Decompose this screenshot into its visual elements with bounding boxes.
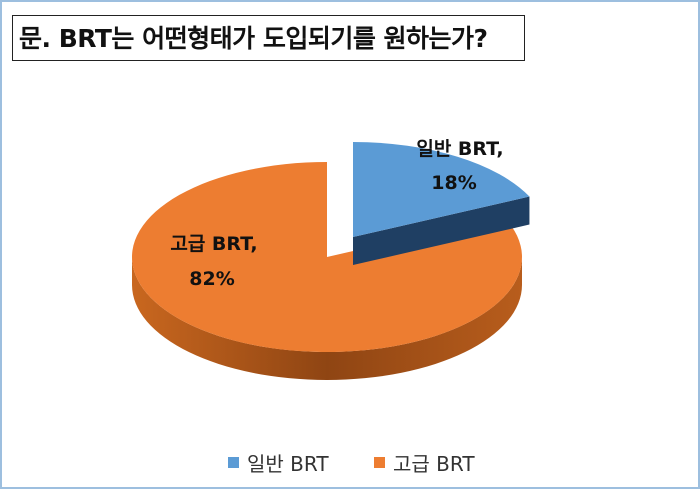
legend-swatch-1 <box>374 457 385 468</box>
data-label-name-1: 고급 BRT, <box>170 233 257 255</box>
chart-title: 문. BRT는 어떤형태가 도입되기를 원하는가? <box>12 15 525 61</box>
data-label-value-1: 82% <box>189 268 234 290</box>
pie-slice-1 <box>132 162 523 352</box>
legend-item-0: 일반 BRT <box>228 448 329 477</box>
slice-cut-face-0 <box>353 196 530 265</box>
legend-label-1: 고급 BRT <box>393 452 475 476</box>
legend-swatch-0 <box>228 457 239 468</box>
pie-slice-0 <box>353 142 530 237</box>
legend-item-1: 고급 BRT <box>374 448 475 477</box>
data-label-name-0: 일반 BRT, <box>416 138 503 160</box>
legend-label-0: 일반 BRT <box>247 452 329 476</box>
data-label-value-0: 18% <box>431 172 476 194</box>
slice-side-1 <box>132 257 522 380</box>
